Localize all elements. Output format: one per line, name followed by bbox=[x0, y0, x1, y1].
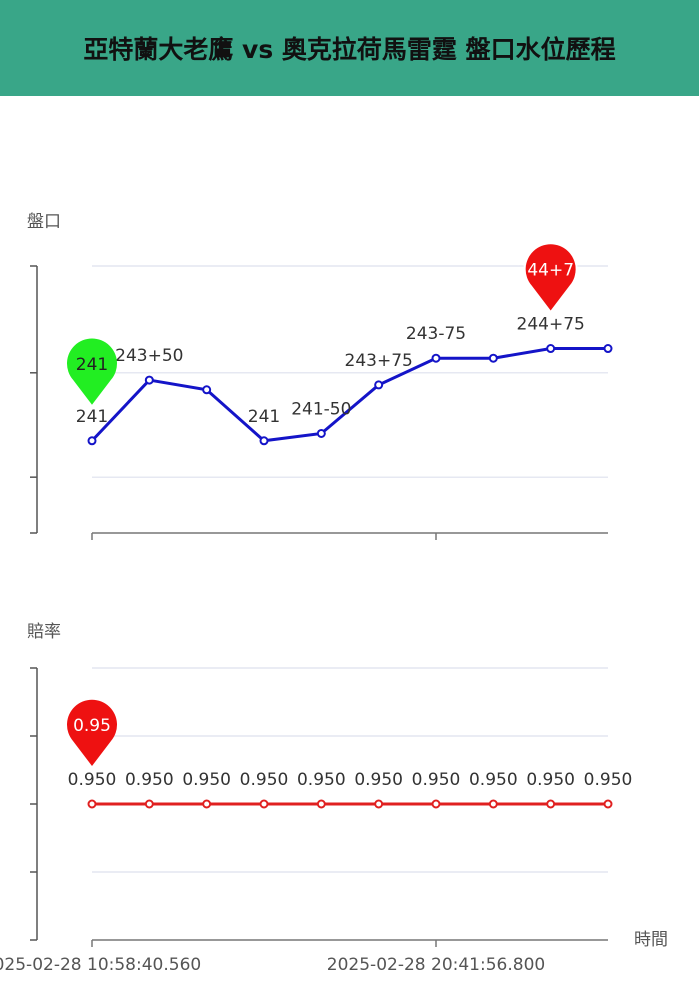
data-label: 243-75 bbox=[406, 324, 466, 344]
data-label: 0.950 bbox=[240, 770, 289, 790]
data-point bbox=[259, 436, 269, 446]
data-point bbox=[488, 799, 498, 809]
data-point bbox=[603, 344, 613, 354]
page-title: 亞特蘭大老鷹 vs 奧克拉荷馬雷霆 盤口水位歷程 bbox=[83, 35, 616, 64]
data-label: 0.950 bbox=[412, 770, 461, 790]
data-point bbox=[202, 385, 212, 395]
data-line bbox=[90, 347, 608, 443]
marker-pin bbox=[67, 338, 117, 405]
data-point bbox=[87, 799, 97, 809]
data-point bbox=[431, 353, 441, 363]
data-label: 0.950 bbox=[125, 770, 174, 790]
data-point bbox=[488, 353, 498, 363]
data-label: 244+75 bbox=[517, 315, 585, 335]
y-axis-label: 盤口 bbox=[27, 212, 61, 232]
data-label: 241 bbox=[248, 407, 280, 427]
marker-pin bbox=[67, 699, 117, 766]
data-label: 0.950 bbox=[526, 770, 575, 790]
header: 亞特蘭大老鷹 vs 奧克拉荷馬雷霆 盤口水位歷程 bbox=[0, 0, 699, 96]
data-point bbox=[374, 799, 384, 809]
data-label: 241 bbox=[76, 407, 108, 427]
marker-pin bbox=[525, 244, 576, 311]
data-point bbox=[431, 799, 441, 809]
data-label: 0.950 bbox=[68, 770, 117, 790]
data-label: 0.950 bbox=[297, 770, 346, 790]
x-tick-label: 2025-02-28 20:41:56.800 bbox=[327, 955, 545, 975]
marker-label: 241 bbox=[76, 355, 108, 375]
data-point bbox=[202, 799, 212, 809]
data-label: 0.950 bbox=[584, 770, 633, 790]
data-point bbox=[546, 799, 556, 809]
data-point bbox=[316, 428, 326, 438]
data-label: 0.950 bbox=[354, 770, 403, 790]
data-label: 243+50 bbox=[115, 346, 183, 366]
data-point bbox=[603, 799, 613, 809]
data-point bbox=[87, 436, 97, 446]
data-label: 0.950 bbox=[182, 770, 231, 790]
data-label: 0.950 bbox=[469, 770, 518, 790]
marker-label: 244+75 bbox=[517, 261, 585, 281]
data-point bbox=[259, 799, 269, 809]
data-point bbox=[144, 799, 154, 809]
data-point bbox=[144, 375, 154, 385]
y-axis-label: 賠率 bbox=[27, 622, 61, 642]
x-axis-label: 時間 bbox=[634, 930, 668, 950]
data-point bbox=[546, 344, 556, 354]
data-point bbox=[316, 799, 326, 809]
data-label: 243+75 bbox=[345, 351, 413, 371]
marker-label: 0.95 bbox=[73, 716, 111, 736]
data-point bbox=[374, 380, 384, 390]
data-label: 241-50 bbox=[291, 399, 351, 419]
x-tick-label: 2025-02-28 10:58:40.560 bbox=[0, 955, 201, 975]
